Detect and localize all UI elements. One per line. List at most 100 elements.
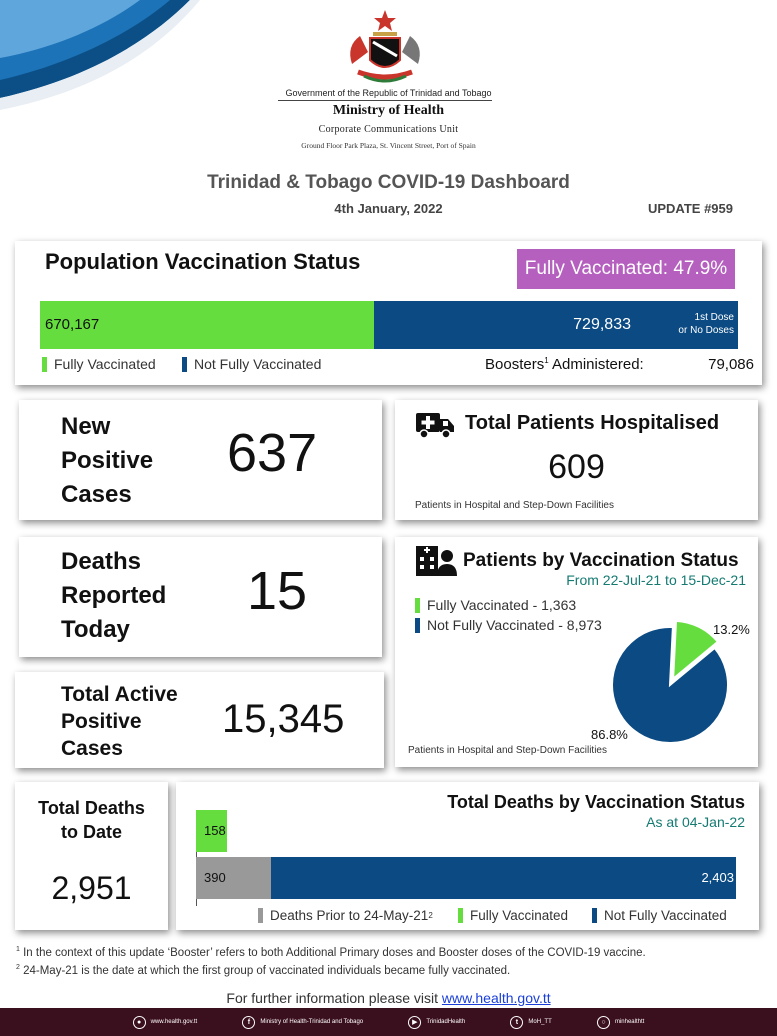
label-line: Total Active	[61, 683, 178, 706]
footnote-1: 1 In the context of this update ‘Booster…	[16, 946, 646, 959]
social-label: www.health.gov.tt	[150, 1019, 198, 1025]
label-line: Today	[61, 616, 130, 643]
web-icon: ●	[132, 1015, 146, 1029]
total-deaths-label: Total Deaths to Date	[15, 796, 168, 844]
patients-by-vaccination-title: Patients by Vaccination Status	[463, 550, 739, 571]
green-swatch	[458, 908, 463, 923]
green-swatch	[42, 356, 47, 372]
boosters-label: Boosters1 Administered:	[485, 356, 644, 373]
social-link-facebook[interactable]: f Ministry of Health-Trinidad and Tobago	[242, 1015, 364, 1029]
legend-fully-vaccinated: Fully Vaccinated	[42, 356, 156, 372]
further-info: For further information please visit www…	[0, 990, 777, 1006]
footnote-mark: 1	[16, 946, 20, 953]
not-fully-vaccinated-count: 729,833	[573, 316, 631, 333]
social-label: MoH_TT	[528, 1019, 552, 1025]
legend-label: Deaths Prior to 24-May-21	[270, 908, 429, 923]
bar-deaths-prior-to-24-may-21-1	[196, 857, 272, 899]
vaccination-progress-bar: 670,167 729,833 1st Dose or No Doses	[40, 301, 738, 349]
deaths-today-value: 15	[247, 561, 308, 621]
label-line: Total Deaths	[38, 798, 145, 818]
boosters-footnote-mark: 1	[544, 356, 549, 365]
legend-footnote-mark: 2	[428, 911, 433, 920]
pie-slice-not-fully-vaccinated	[611, 626, 729, 744]
legend-label: Not Fully Vaccinated - 8,973	[427, 617, 602, 633]
hospitalised-value: 609	[548, 448, 605, 486]
label-line: Reported	[61, 582, 167, 609]
not-fully-note-line2: or No Doses	[678, 325, 734, 336]
blue-swatch	[592, 908, 597, 923]
ambulance-icon	[416, 413, 454, 439]
pie-slice-fully-vaccinated	[672, 619, 720, 681]
not-fully-vaccinated-segment: 729,833 1st Dose or No Doses	[374, 301, 738, 349]
social-media-bar: ● www.health.gov.tt f Ministry of Health-T…	[0, 1008, 777, 1036]
legend-not-fully-vaccinated: Not Fully Vaccinated - 8,973	[415, 617, 602, 633]
new-cases-card: New Positive Cases 637	[19, 400, 382, 520]
youtube-icon: ▶	[408, 1015, 422, 1029]
social-link-twitter[interactable]: t MoH_TT	[510, 1015, 552, 1029]
government-name: Government of the Republic of Trinidad a…	[285, 88, 492, 98]
pie-label-fully: 13.2%	[713, 622, 750, 637]
bar-fully-vaccinated-0	[196, 810, 227, 852]
bar-value-label: 2,403	[701, 870, 734, 885]
boosters-label-text: Boosters	[485, 356, 545, 373]
legend-not-fully-vaccinated: Not Fully Vaccinated	[592, 908, 727, 923]
active-cases-card: Total Active Positive Cases 15,345	[15, 672, 384, 768]
bar-not-fully-vaccinated-1	[271, 857, 736, 899]
ministry-name: Ministry of Health	[332, 103, 445, 118]
not-fully-note-line1: 1st Dose	[694, 312, 734, 323]
address: Ground Floor Park Plaza, St. Vincent Str…	[301, 141, 476, 150]
social-link-youtube[interactable]: ▶ TrinidadHealth	[408, 1015, 466, 1029]
active-cases-label: Total Active Positive Cases	[61, 681, 178, 762]
grey-swatch	[258, 908, 263, 923]
social-label: minhealthtt	[614, 1019, 645, 1025]
health-website-link[interactable]: www.health.gov.tt	[441, 990, 551, 1006]
coat-of-arms-icon	[350, 10, 420, 83]
hospitalised-title: Total Patients Hospitalised	[465, 412, 720, 434]
facebook-icon: f	[242, 1015, 256, 1029]
green-swatch	[415, 597, 420, 613]
info-text: For further information please visit	[226, 990, 442, 1006]
dashboard-title: Trinidad & Tobago COVID-19 Dashboard	[207, 172, 570, 193]
legend-deaths-prior: Deaths Prior to 24-May-21 2	[258, 908, 433, 923]
boosters-value: 79,086	[708, 356, 754, 373]
social-link-instagram[interactable]: ○ minhealthtt	[596, 1015, 645, 1029]
legend-label: Not Fully Vaccinated	[194, 356, 322, 372]
deaths-by-vaccination-subtitle: As at 04-Jan-22	[646, 814, 745, 830]
footnote-mark: 2	[16, 964, 20, 971]
label-line: Cases	[61, 481, 132, 508]
legend-label: Fully Vaccinated	[470, 908, 569, 923]
boosters-label-suffix: Administered:	[548, 356, 644, 373]
fully-vaccinated-count: 670,167	[45, 316, 100, 333]
dashboard-date: 4th January, 2022	[334, 201, 443, 216]
deaths-by-vaccination-title: Total Deaths by Vaccination Status	[447, 792, 745, 812]
label-line: Positive	[61, 447, 154, 474]
legend-fully-vaccinated: Fully Vaccinated	[458, 908, 568, 923]
social-label: TrinidadHealth	[426, 1019, 466, 1025]
label-line: Deaths	[61, 548, 142, 575]
deaths-today-card: Deaths Reported Today 15	[19, 537, 382, 657]
patients-note: Patients in Hospital and Step-Down Facil…	[408, 745, 607, 756]
patients-by-vaccination-card: Patients by Vaccination Status From 22-J…	[395, 537, 758, 767]
bar-value-label: 158	[204, 823, 226, 838]
blue-swatch	[415, 617, 420, 633]
fully-vaccinated-segment: 670,167	[40, 301, 375, 349]
hospitalised-card: Total Patients Hospitalised 609 Patients…	[395, 400, 758, 520]
deaths-today-label: Deaths Reported Today	[61, 545, 166, 647]
label-line: New	[61, 413, 111, 440]
new-cases-value: 637	[227, 423, 318, 483]
active-cases-value: 15,345	[222, 697, 345, 741]
blue-swatch	[182, 356, 187, 372]
hospitalised-note: Patients in Hospital and Step-Down Facil…	[415, 500, 614, 511]
bar-value-label: 390	[204, 870, 226, 885]
legend-label: Fully Vaccinated - 1,363	[427, 597, 577, 613]
instagram-icon: ○	[596, 1015, 610, 1029]
label-line: Positive	[61, 710, 142, 733]
legend-label: Fully Vaccinated	[54, 356, 156, 372]
social-link-web[interactable]: ● www.health.gov.tt	[132, 1015, 198, 1029]
total-deaths-value: 2,951	[51, 870, 132, 906]
label-line: Cases	[61, 737, 123, 760]
header-swoosh-decoration	[0, 0, 200, 110]
total-deaths-card: Total Deaths to Date 2,951	[15, 782, 168, 930]
social-label: Ministry of Health-Trinidad and Tobago	[260, 1019, 364, 1025]
twitter-icon: t	[510, 1015, 524, 1029]
